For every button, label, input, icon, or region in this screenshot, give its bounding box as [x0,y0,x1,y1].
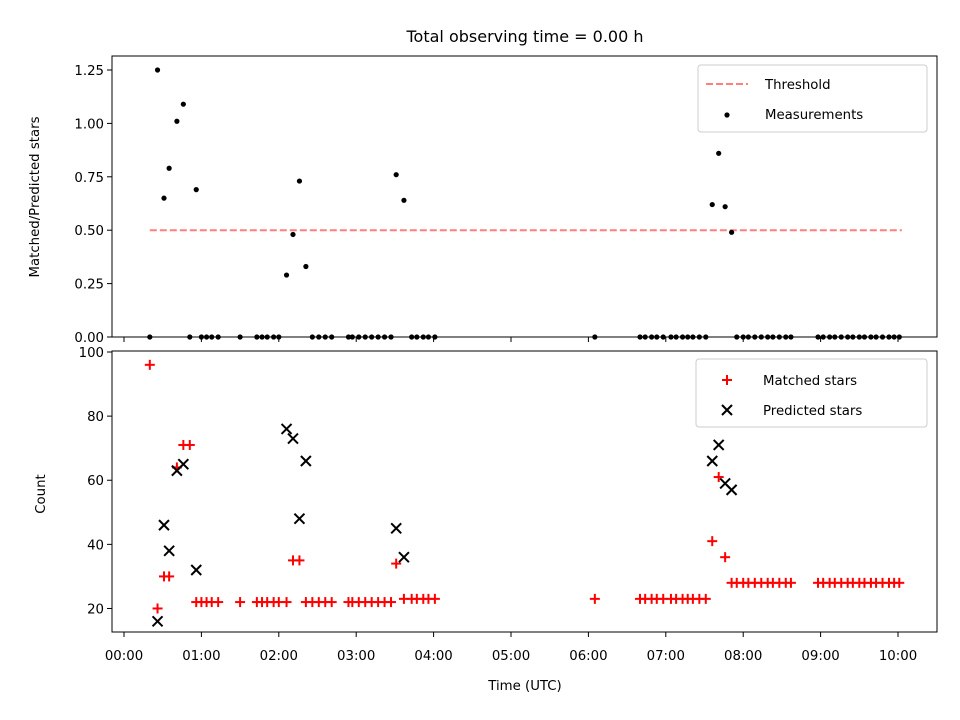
predicted-star-point [725,484,738,496]
predicted-star-point [190,564,202,576]
count-panel: 20 40 60 80 100 00:00 01:00 02:00 03:00 04:00 05:… [34,346,938,694]
matched-stars-series [144,359,905,614]
ratio-y-tick-label: 0.25 [74,278,104,293]
measurement-point [728,229,735,235]
matched-star-point [391,558,402,569]
predicted-star-point [712,439,725,451]
threshold-legend-label: Threshold [764,78,831,93]
measurement-point [296,178,303,184]
count-x-tick-label: 07:00 [647,649,685,664]
count-x-tick-label: 05:00 [492,649,530,664]
predicted-star-point [280,423,293,435]
measurement-point [303,263,309,270]
ratio-y-tick-label: 0.75 [74,171,104,186]
predicted-star-point [163,545,175,557]
matched-star-point [235,597,246,608]
matched-star-point [713,472,724,483]
matched-star-point [213,597,224,608]
matched-stars-legend-swatch [722,375,732,385]
measurement-point [193,187,199,193]
count-x-tick-label: 09:00 [801,649,839,664]
count-x-tick-label: 02:00 [260,649,298,664]
count-x-tick-label: 01:00 [182,649,220,664]
chart-title: Total observing time = 0.00 h [405,27,643,46]
count-y-tick-label: 60 [87,474,104,489]
matched-star-point [707,536,718,547]
matched-star-point [429,593,440,604]
measurement-point [722,204,728,210]
measurements-legend-swatch [724,112,730,118]
predicted-star-point [151,615,164,628]
count-y-tick-label: 100 [79,346,104,361]
matched-star-point [720,552,731,563]
count-x-tick-label: 08:00 [724,649,762,664]
measurement-point [401,197,407,203]
measurement-point [154,67,161,73]
matched-star-point [281,597,292,608]
predicted-star-point [300,455,312,467]
matched-star-point [184,439,195,450]
count-y-axis: 20 40 60 80 100 [79,346,112,617]
measurement-point [709,201,715,208]
predicted-star-point [398,551,410,563]
ratio-y-axis: 0.00 0.25 0.50 0.75 1.00 1.25 [74,64,112,346]
measurement-point [283,272,290,278]
predicted-star-point [293,513,306,525]
predicted-star-point [706,455,718,467]
matched-star-point [152,603,163,614]
ratio-y-tick-label: 1.00 [74,117,104,132]
measurement-point [716,150,722,156]
ratio-panel-frame [111,55,938,338]
ratio-y-axis-label: Matched/Predicted stars [28,116,43,277]
count-y-tick-label: 20 [87,602,104,617]
ratio-panel: 0.00 0.25 0.50 0.75 1.00 1.25 Matched/Predict… [28,55,938,346]
measurement-point [290,231,296,238]
measurement-point [180,101,186,107]
matched-star-point [894,577,905,588]
ratio-legend: Threshold Measurements [697,64,928,133]
matched-star-point [144,359,155,370]
count-y-axis-label: Count [34,474,49,514]
ratio-y-tick-label: 0.00 [74,331,104,346]
count-legend-frame [695,358,928,428]
count-x-tick-label: 10:00 [879,649,917,664]
matched-star-point [326,597,337,608]
predicted-stars-legend-swatch [721,404,733,416]
matched-star-point [294,555,305,566]
predicted-stars-legend-label: Predicted stars [763,404,862,419]
matched-star-point [164,571,175,582]
predicted-stars-series [151,423,738,628]
measurement-point [174,118,180,124]
ratio-y-tick-label: 1.25 [74,64,104,79]
predicted-star-point [177,458,190,470]
predicted-star-point [158,519,170,531]
count-x-tick-label: 03:00 [337,649,375,664]
predicted-star-point [287,432,299,445]
ratio-y-tick-label: 0.50 [74,224,104,239]
count-legend: Matched stars Predicted stars [695,358,928,428]
count-panel-frame [111,350,938,633]
count-x-tick-label: 00:00 [105,649,143,664]
matched-star-point [386,597,397,608]
x-axis-label: Time (UTC) [487,679,562,694]
predicted-star-point [390,522,402,535]
matched-star-point [785,577,796,588]
count-x-tick-label: 06:00 [569,649,607,664]
matched-stars-legend-label: Matched stars [763,374,857,389]
measurement-point [161,195,167,201]
ratio-legend-frame [697,64,928,133]
count-y-tick-label: 40 [87,538,104,553]
measurements-legend-label: Measurements [765,108,863,123]
measurement-point [393,172,399,178]
count-y-tick-label: 80 [87,410,104,425]
measurement-point [166,165,172,171]
count-x-tick-label: 04:00 [414,649,452,664]
matched-star-point [700,593,711,604]
count-x-axis: 00:00 01:00 02:00 03:00 04:00 05:00 06:00 07:00… [105,632,917,664]
matched-star-point [589,593,600,604]
